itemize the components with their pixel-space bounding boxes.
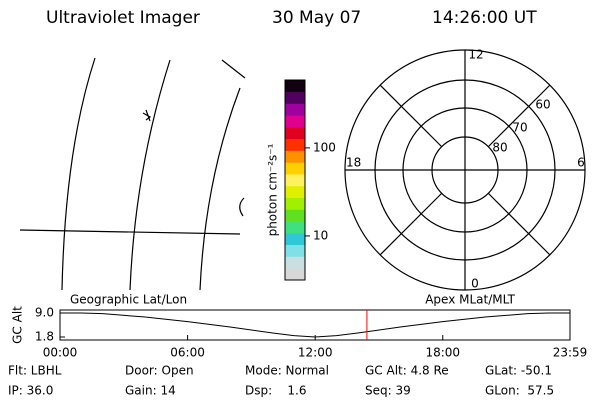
color-band: [285, 185, 305, 198]
altitude-panel: Geographic Lat/Lon Apex MLat/MLT GC Alt 9.0…: [11, 293, 588, 360]
color-band: [285, 138, 305, 151]
polar-label: 18: [346, 156, 361, 170]
color-band: [285, 80, 305, 93]
color-band: [285, 127, 305, 140]
status-field: Flt: LBHL: [8, 364, 62, 378]
colorbar-tick-label: 10: [313, 228, 328, 242]
status-field: IP: 36.0: [8, 384, 53, 398]
color-band: [285, 232, 305, 246]
polar-label: 60: [535, 98, 550, 112]
x-tick-label: 23:59: [553, 346, 588, 360]
status-field: GLon: 57.5: [485, 384, 554, 398]
x-tick-label: 18:00: [425, 346, 460, 360]
color-band: [285, 115, 305, 128]
x-tick-label: 06:00: [170, 346, 205, 360]
status-field: Gain: 14: [125, 384, 176, 398]
colorbar-frame: [284, 79, 306, 281]
y-tick-label: 1.8: [35, 330, 54, 344]
polar-label: 12: [468, 48, 483, 62]
color-band: [285, 91, 305, 104]
left-label: Geographic Lat/Lon: [70, 293, 187, 307]
date: 30 May 07: [272, 8, 361, 28]
polar-label: 70: [512, 121, 527, 135]
color-band: [285, 162, 305, 175]
status-field: Mode: Normal: [245, 364, 329, 378]
map-grid: [19, 57, 246, 291]
color-band: [285, 256, 305, 269]
colorbar-label: photon cm⁻²s⁻¹: [266, 143, 280, 236]
color-band: [285, 244, 305, 257]
status-field: GLat: -50.1: [485, 364, 552, 378]
color-band: [285, 150, 305, 163]
title: Ultraviolet Imager: [46, 8, 200, 28]
polar-grid: [344, 49, 586, 291]
altitude-line: [60, 312, 570, 338]
polar-label: 0: [471, 277, 479, 291]
color-band: [285, 209, 305, 222]
color-band: [285, 221, 305, 234]
status-field: GC Alt: 4.8 Re: [365, 364, 449, 378]
y-label: GC Alt: [11, 306, 25, 344]
x-tick-label: 00:00: [43, 346, 78, 360]
y-tick-label: 9.0: [35, 306, 54, 320]
color-band: [285, 174, 305, 187]
color-band: [285, 197, 305, 210]
polar-label: 6: [577, 156, 585, 170]
time: 14:26:00 UT: [432, 8, 537, 28]
color-band: [285, 103, 305, 116]
status-field: Dsp: 1.6: [245, 384, 307, 398]
colorbar: 10 100 photon cm⁻²s⁻¹: [266, 79, 336, 281]
color-band: [285, 268, 305, 281]
colorbar-tick-label: 100: [313, 140, 336, 154]
status-field: Door: Open: [125, 364, 194, 378]
status-field: Seq: 39: [365, 384, 411, 398]
polar-label: 80: [492, 141, 507, 155]
footer: Flt: LBHL Door: Open Mode: Normal GC Alt: 4…: [8, 364, 554, 398]
right-label: Apex MLat/MLT: [425, 293, 515, 307]
x-tick-label: 12:00: [298, 346, 333, 360]
